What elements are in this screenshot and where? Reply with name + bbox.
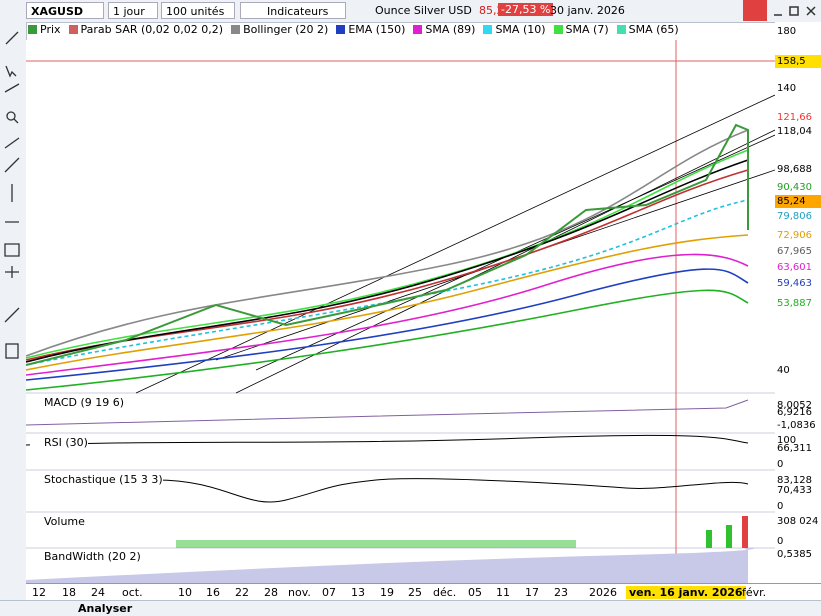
- window-controls[interactable]: [770, 3, 820, 19]
- tool-sidebar: [0, 22, 27, 600]
- legend: Prix Parab SAR (0,02 0,02 0,2) Bollinger (…: [28, 23, 774, 39]
- legend-text: EMA (150): [348, 23, 406, 36]
- date-label: 10: [178, 586, 192, 599]
- legend-text: SMA (7): [565, 23, 609, 36]
- price-label: 90,430: [775, 181, 821, 194]
- panel-axis-label: 0,5385: [777, 549, 812, 560]
- legend-item[interactable]: SMA (65): [616, 23, 679, 36]
- legend-swatch: [231, 25, 241, 34]
- legend-item[interactable]: SMA (7): [553, 23, 609, 36]
- date-label: ven. 16 janv. 2026: [626, 586, 746, 599]
- date-label: 23: [554, 586, 568, 599]
- price-label: 72,906: [775, 229, 821, 242]
- date-label: oct.: [122, 586, 143, 599]
- date-axis: 12 18 24 oct. 10 16 22 28 nov. 07 13 19 25 déc. 05 11 17…: [26, 583, 821, 601]
- legend-text: Bollinger (20 2): [243, 23, 329, 36]
- date-label: 19: [380, 586, 394, 599]
- analyse-button[interactable]: Analyser: [78, 602, 133, 615]
- instrument-name: Ounce Silver USD: [375, 4, 472, 17]
- panel-axis-label: -1,0836: [777, 420, 816, 431]
- panel-axis-label: 0: [777, 501, 784, 512]
- panel-axis-label: 100: [777, 435, 797, 446]
- legend-text: Prix: [40, 23, 61, 36]
- panel-axis-label: 8,0052: [777, 400, 812, 411]
- price-label: 67,965: [775, 245, 821, 258]
- price-label: 79,806: [775, 210, 821, 223]
- alert-button[interactable]: [743, 0, 767, 21]
- date-label: févr.: [742, 586, 767, 599]
- price-label: 118,04: [775, 125, 821, 138]
- tool-icons[interactable]: [0, 22, 26, 600]
- price-label: 53,887: [775, 297, 821, 310]
- change: -27,53 %: [498, 3, 554, 16]
- period-select[interactable]: 1 jour: [108, 2, 158, 19]
- legend-text: SMA (65): [628, 23, 679, 36]
- date-label: 13: [351, 586, 365, 599]
- date-label: 16: [206, 586, 220, 599]
- panel-title: MACD (9 19 6): [30, 396, 125, 410]
- panel-axis-label: 308 024: [777, 516, 819, 527]
- panel-title: Volume: [30, 515, 85, 529]
- panel-axis-label: 0: [777, 536, 784, 547]
- price-label: 63,601: [775, 261, 821, 274]
- date-label: 22: [235, 586, 249, 599]
- legend-item[interactable]: SMA (10): [483, 23, 546, 36]
- price-label: 121,66: [775, 111, 821, 124]
- date-label: 11: [496, 586, 510, 599]
- legend-text: SMA (10): [495, 23, 546, 36]
- panel-title: BandWidth (20 2): [30, 550, 141, 564]
- legend-item[interactable]: Parab SAR (0,02 0,02 0,2): [68, 23, 224, 36]
- panel-axis-label: 0: [777, 459, 784, 470]
- date-label: 18: [62, 586, 76, 599]
- legend-swatch: [616, 25, 626, 34]
- symbol-select[interactable]: XAGUSD: [26, 2, 104, 19]
- panel-title: Stochastique (15 3 3): [30, 473, 163, 487]
- panel-axis-label: 83,128: [777, 475, 812, 486]
- legend-swatch: [553, 25, 563, 34]
- price-label: 98,688: [775, 163, 821, 176]
- bottom-toolbar: Analyser: [0, 600, 821, 616]
- panel-axis-label: 66,311: [777, 443, 812, 454]
- legend-swatch: [413, 25, 423, 34]
- price-label: 59,463: [775, 277, 821, 290]
- panel-axis-label: 70,433: [777, 485, 812, 496]
- legend-text: SMA (89): [425, 23, 476, 36]
- date-label: 24: [91, 586, 105, 599]
- date-label: déc.: [433, 586, 457, 599]
- date-label: 17: [525, 586, 539, 599]
- date-label: 25: [408, 586, 422, 599]
- chart-area: [26, 40, 775, 583]
- date-label: 28: [264, 586, 278, 599]
- price-label: 40: [775, 364, 821, 377]
- panel-title: RSI (30): [30, 436, 88, 450]
- legend-text: Parab SAR (0,02 0,02 0,2): [80, 23, 224, 36]
- legend-item[interactable]: Prix: [28, 23, 61, 36]
- price-label: 158,5: [775, 55, 821, 68]
- quote-date: 30 janv. 2026: [550, 4, 625, 17]
- date-label: 07: [322, 586, 336, 599]
- indicators-button[interactable]: Indicateurs: [240, 2, 346, 19]
- price-label: 85,24: [775, 195, 821, 208]
- date-label: 12: [32, 586, 46, 599]
- legend-item[interactable]: SMA (89): [413, 23, 475, 36]
- legend-swatch: [336, 25, 346, 34]
- price-label: 180: [775, 25, 821, 38]
- date-label: 05: [468, 586, 482, 599]
- legend-item[interactable]: Bollinger (20 2): [231, 23, 328, 36]
- price-label: 140: [775, 82, 821, 95]
- units-select[interactable]: 100 unités: [161, 2, 235, 19]
- legend-swatch: [483, 25, 493, 34]
- panel-axis-label: 6,9216: [777, 407, 812, 418]
- legend-swatch: [68, 25, 78, 34]
- date-label: nov.: [288, 586, 311, 599]
- legend-swatch: [28, 25, 37, 34]
- date-label: 2026: [589, 586, 617, 599]
- legend-item[interactable]: EMA (150): [336, 23, 405, 36]
- top-toolbar: XAGUSD 1 jour 100 unités Indicateurs Oun…: [0, 0, 821, 23]
- price-axis: 180 158,5 140 121,66 118,04 98,688 90,430 85,24…: [775, 22, 821, 600]
